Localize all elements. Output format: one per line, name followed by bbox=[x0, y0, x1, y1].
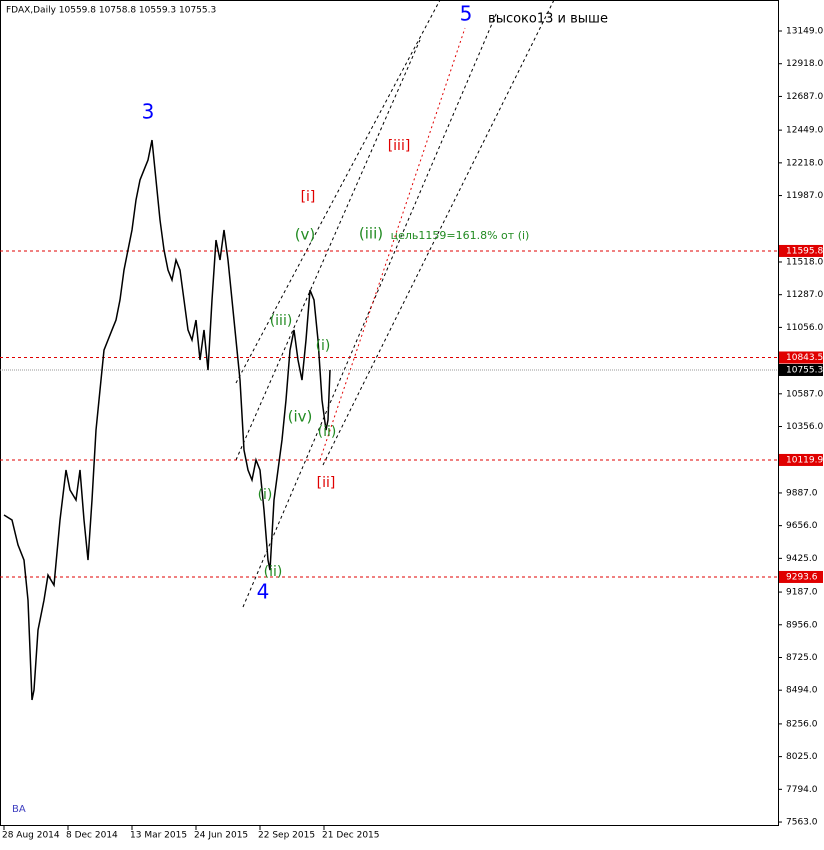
y-tick-label: 11056.0 bbox=[786, 323, 823, 333]
y-tick-label: 12449.0 bbox=[786, 126, 823, 136]
wave-label: (i) bbox=[316, 338, 331, 354]
level-box bbox=[779, 570, 823, 583]
level-label: 11595.8 bbox=[786, 246, 823, 256]
y-tick-label: 9187.0 bbox=[786, 588, 818, 598]
channel-line bbox=[322, 0, 555, 466]
x-tick-label: 24 Jun 2015 bbox=[194, 831, 248, 841]
level-box bbox=[779, 244, 823, 257]
wave-label: 3 bbox=[142, 100, 155, 124]
y-tick-label: 11987.0 bbox=[786, 191, 823, 201]
current-price-label: 10755.3 bbox=[786, 365, 823, 375]
wave-label: (iii) bbox=[270, 313, 293, 329]
y-tick-label: 9887.0 bbox=[786, 488, 818, 498]
y-tick-label: 10356.0 bbox=[786, 422, 823, 432]
x-tick-label: 13 Mar 2015 bbox=[130, 831, 187, 841]
wave-label: (iv) bbox=[288, 408, 313, 426]
y-tick-label: 7794.0 bbox=[786, 785, 818, 795]
wave-label: (v) bbox=[295, 226, 316, 244]
wave-label: (ii) bbox=[318, 424, 337, 440]
y-tick-label: 9425.0 bbox=[786, 554, 818, 564]
channel-lines bbox=[235, 0, 555, 608]
y-tick-label: 8256.0 bbox=[786, 719, 818, 729]
x-tick-label: 21 Dec 2015 bbox=[322, 831, 380, 841]
level-box bbox=[779, 453, 823, 466]
y-tick-label: 8956.0 bbox=[786, 620, 818, 630]
y-tick-label: 12218.0 bbox=[786, 158, 823, 168]
y-tick-label: 11287.0 bbox=[786, 290, 823, 300]
x-tick-label: 28 Aug 2014 bbox=[2, 831, 60, 841]
wave-label: высоко13 и выше bbox=[488, 12, 608, 27]
channel-line bbox=[235, 39, 421, 461]
y-tick-label: 7563.0 bbox=[786, 818, 818, 828]
channel-line bbox=[235, 0, 441, 384]
x-tick-label: 22 Sep 2015 bbox=[258, 831, 315, 841]
current-price-box bbox=[779, 363, 823, 376]
wave-label: (iii) bbox=[359, 225, 383, 243]
plot-frame bbox=[0, 0, 779, 826]
wave-label: 5 bbox=[460, 2, 473, 26]
level-label: 9293.6 bbox=[786, 572, 818, 582]
level-label: 10843.5 bbox=[786, 353, 823, 363]
y-tick-label: 8494.0 bbox=[786, 686, 818, 696]
y-tick-label: 10587.0 bbox=[786, 389, 823, 399]
y-tick-label: 12687.0 bbox=[786, 92, 823, 102]
y-tick-label: 12918.0 bbox=[786, 59, 823, 69]
x-tick-label: 8 Dec 2014 bbox=[66, 831, 118, 841]
wave-label: (i) bbox=[258, 487, 273, 503]
y-tick-label: 9656.0 bbox=[786, 521, 818, 531]
target-line bbox=[319, 27, 466, 461]
watermark: BA bbox=[12, 804, 26, 815]
wave-label: [ii] bbox=[317, 475, 336, 491]
wave-label: 4 bbox=[257, 580, 270, 604]
y-tick-label: 11518.0 bbox=[786, 257, 823, 267]
level-box bbox=[779, 351, 823, 364]
wave-label: [iii] bbox=[388, 138, 411, 154]
level-label: 10119.9 bbox=[786, 455, 823, 465]
y-tick-label: 8725.0 bbox=[786, 653, 818, 663]
price-line bbox=[3, 139, 331, 701]
wave-label: [i] bbox=[301, 189, 316, 205]
y-tick-label: 13149.0 bbox=[786, 27, 823, 37]
y-tick-label: 8025.0 bbox=[786, 752, 818, 762]
chart-title: FDAX,Daily 10559.8 10758.8 10559.3 10755… bbox=[6, 6, 216, 16]
wave-label: цель1159=161.8% от (i) bbox=[391, 229, 530, 242]
wave-label: (ii) bbox=[264, 564, 283, 580]
